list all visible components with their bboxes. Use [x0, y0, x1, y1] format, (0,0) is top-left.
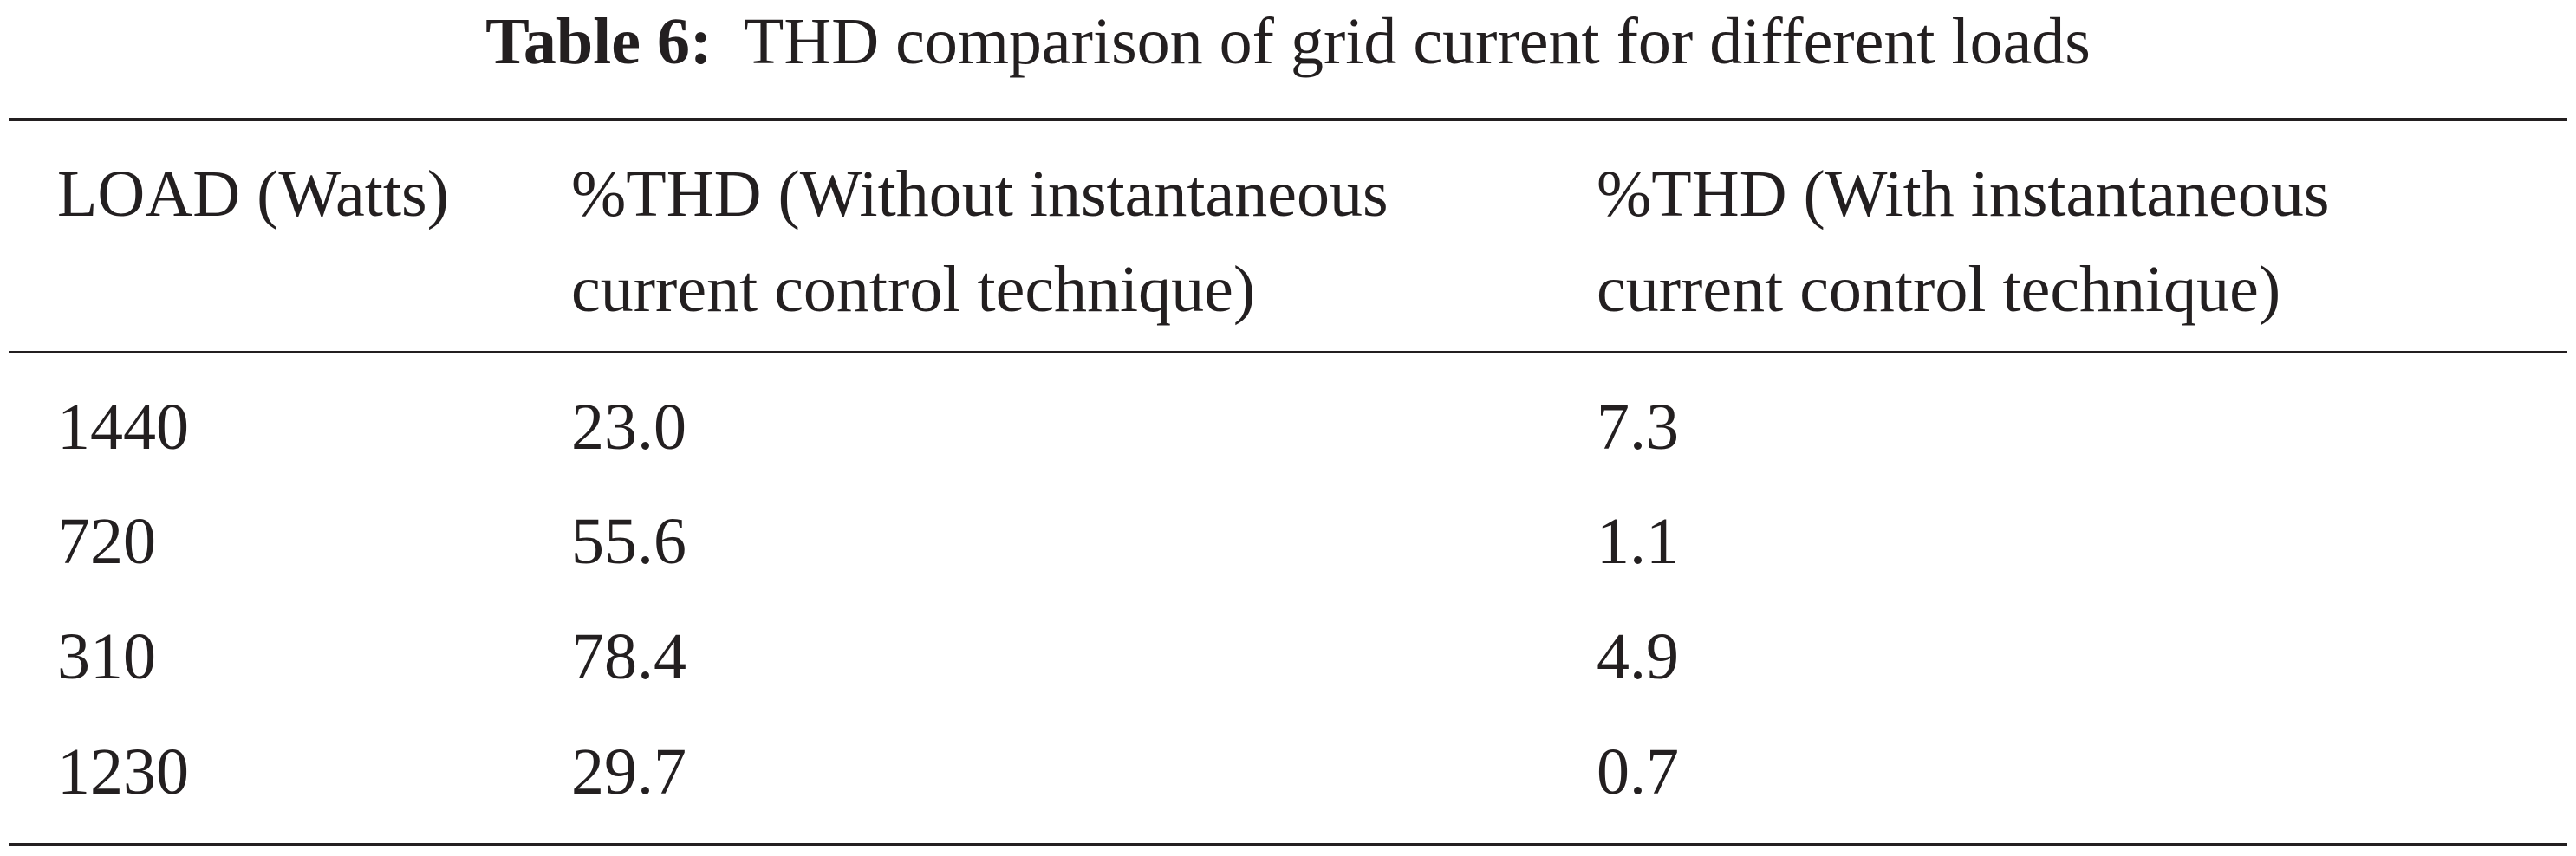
- bottom-rule: [9, 843, 2567, 846]
- table-cell: 7.3: [1597, 391, 1679, 464]
- header-cell: %THD (With instantaneous: [1597, 158, 2330, 230]
- header-cell: current control technique): [571, 253, 1256, 326]
- table-cell: 55.6: [571, 505, 686, 578]
- top-rule: [9, 118, 2567, 121]
- table-cell: 1.1: [1597, 505, 1679, 578]
- table-cell: 29.7: [571, 736, 686, 808]
- header-cell: %THD (Without instantaneous: [571, 158, 1389, 230]
- caption-label: Table 6:: [485, 5, 712, 78]
- mid-rule: [9, 351, 2567, 353]
- table-caption: Table 6: THD comparison of grid current …: [0, 9, 2576, 75]
- table-cell: 1440: [57, 391, 189, 464]
- table-cell: 1230: [57, 736, 189, 808]
- table-cell: 4.9: [1597, 620, 1679, 693]
- table-cell: 23.0: [571, 391, 686, 464]
- header-cell: current control technique): [1597, 253, 2281, 326]
- table-cell: 310: [57, 620, 156, 693]
- table-cell: 720: [57, 505, 156, 578]
- caption-text: THD comparison of grid current for diffe…: [743, 5, 2091, 78]
- table-cell: 0.7: [1597, 736, 1679, 808]
- header-cell: LOAD (Watts): [57, 158, 449, 230]
- table-cell: 78.4: [571, 620, 686, 693]
